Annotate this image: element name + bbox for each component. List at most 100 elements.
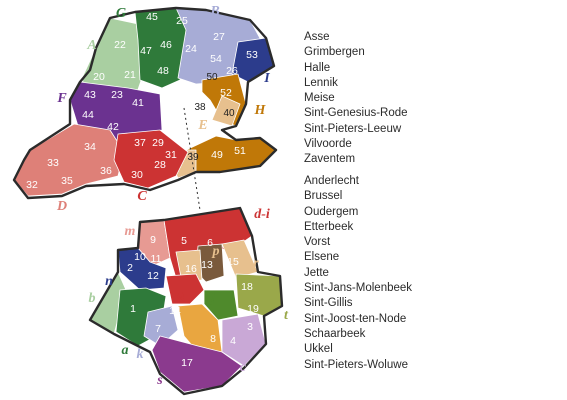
district-numbers-top: 45 25 22 47 46 24 27 53 20 21 48 54 26 50 43 23 41 52 38 44…: [26, 11, 258, 191]
district-number: 37: [134, 137, 146, 149]
bottom-map-outline: [88, 206, 284, 396]
district-number: 5: [181, 235, 187, 247]
district-number: 45: [146, 11, 158, 23]
region-h-south: [185, 135, 277, 173]
district-number: 28: [154, 159, 166, 171]
district-number: 25: [176, 15, 188, 27]
region-label-D: D: [56, 199, 67, 214]
region-label-o: o: [202, 244, 209, 259]
district-number: 15: [227, 256, 239, 268]
district-number: 23: [111, 89, 123, 101]
region-label-r: r: [253, 256, 259, 271]
municipality-name: Jette: [304, 266, 329, 279]
district-number: 40: [223, 108, 235, 119]
district-number: 9: [150, 234, 156, 246]
district-number: 2: [127, 262, 133, 274]
district-number: 36: [100, 165, 112, 177]
district-number: 13: [201, 259, 213, 271]
municipality-name: Ukkel: [304, 343, 333, 356]
municipality-name: Halle: [304, 61, 331, 74]
district-number: 54: [210, 53, 222, 65]
district-number: 49: [211, 149, 223, 161]
district-number: 21: [124, 69, 136, 81]
region-label-b: b: [89, 291, 96, 306]
region-label-t: t: [284, 308, 289, 323]
district-number: 29: [152, 137, 164, 149]
district-number: 20: [93, 71, 105, 83]
region-label-H: H: [254, 103, 267, 118]
region-c: [113, 129, 189, 189]
district-number: 18: [241, 281, 253, 293]
district-number: 7: [155, 323, 161, 335]
district-number: 4: [230, 335, 236, 347]
region-label-B: B: [209, 4, 219, 19]
district-number: 3: [247, 321, 253, 333]
municipality-name: Sint-Joost-ten-Node: [304, 312, 407, 325]
region-q: [165, 273, 205, 305]
district-number: 51: [234, 145, 246, 157]
district-number: 33: [47, 157, 59, 169]
region-label-I: I: [263, 71, 270, 86]
district-number: 19: [247, 303, 259, 315]
region-label-q: q: [178, 288, 185, 303]
district-number: 26: [226, 65, 238, 77]
region-label-C: C: [137, 189, 147, 204]
district-number: 46: [160, 39, 172, 51]
district-number: 14: [169, 305, 181, 317]
district-number: 41: [132, 97, 144, 109]
municipality-name: Schaarbeek: [304, 327, 366, 340]
municipality-list-top: Asse Grimbergen Halle Lennik Meise Sint-Genes…: [304, 30, 408, 168]
municipality-name: Zaventem: [304, 153, 356, 166]
municipality-name: Anderlecht: [304, 175, 359, 187]
district-number: 38: [194, 102, 206, 113]
region-labels: G B A I F H E D Cd-i m o p r nb q j t a k l c s: [56, 4, 289, 388]
district-number: 30: [131, 169, 143, 181]
district-number: 22: [114, 39, 126, 51]
municipality-name: Sint-Pieters-Woluwe: [304, 358, 408, 371]
region-label-l: l: [203, 317, 207, 332]
district-number: 34: [84, 141, 96, 153]
region-label-p: p: [212, 244, 220, 259]
region-label-G: G: [116, 6, 126, 21]
district-number: 43: [84, 89, 96, 101]
district-number: 31: [165, 149, 177, 161]
municipality-name: Etterbeek: [304, 220, 354, 233]
district-number: 42: [107, 121, 119, 133]
municipality-name: Grimbergen: [304, 46, 365, 59]
region-label-s: s: [156, 373, 163, 388]
region-label-F: F: [56, 91, 67, 106]
top-map-divider: [183, 107, 201, 211]
district-number: 6: [207, 237, 213, 249]
municipality-name: Sint-Pieters-Leeuw: [304, 122, 402, 135]
district-number: 53: [246, 49, 258, 61]
region-label-a: a: [122, 343, 129, 358]
municipality-name: Sint-Jans-Molenbeek: [304, 282, 413, 295]
region-label-A: A: [86, 38, 96, 53]
district-number: 44: [82, 109, 94, 121]
district-number: 47: [140, 45, 152, 57]
district-number: 50: [206, 72, 218, 83]
district-number: 10: [134, 251, 146, 263]
district-number: 17: [181, 357, 193, 369]
municipality-name: Asse: [304, 31, 330, 43]
district-number: 11: [151, 253, 162, 265]
region-label-E: E: [197, 118, 207, 133]
municipality-list-bottom: Anderlecht Brussel Oudergem Etterbeek Vorst E…: [304, 174, 412, 373]
region-n: [117, 247, 167, 291]
district-number: 8: [210, 333, 216, 345]
top-map-outline: [12, 6, 278, 200]
district-number: 1: [130, 303, 136, 315]
region-label-k: k: [137, 347, 144, 362]
municipality-name: Vorst: [304, 236, 331, 249]
region-label-c: c: [240, 360, 247, 375]
municipality-name: Sint-Gillis: [304, 297, 353, 310]
region-label-d-i: d-i: [254, 207, 270, 222]
district-number: 27: [213, 31, 225, 43]
district-number: 16: [185, 263, 197, 275]
region-j: [203, 289, 239, 321]
municipality-name: Oudergem: [304, 205, 359, 218]
district-number: 24: [185, 43, 197, 55]
district-number: 52: [220, 87, 232, 99]
municipality-name: Elsene: [304, 251, 340, 264]
